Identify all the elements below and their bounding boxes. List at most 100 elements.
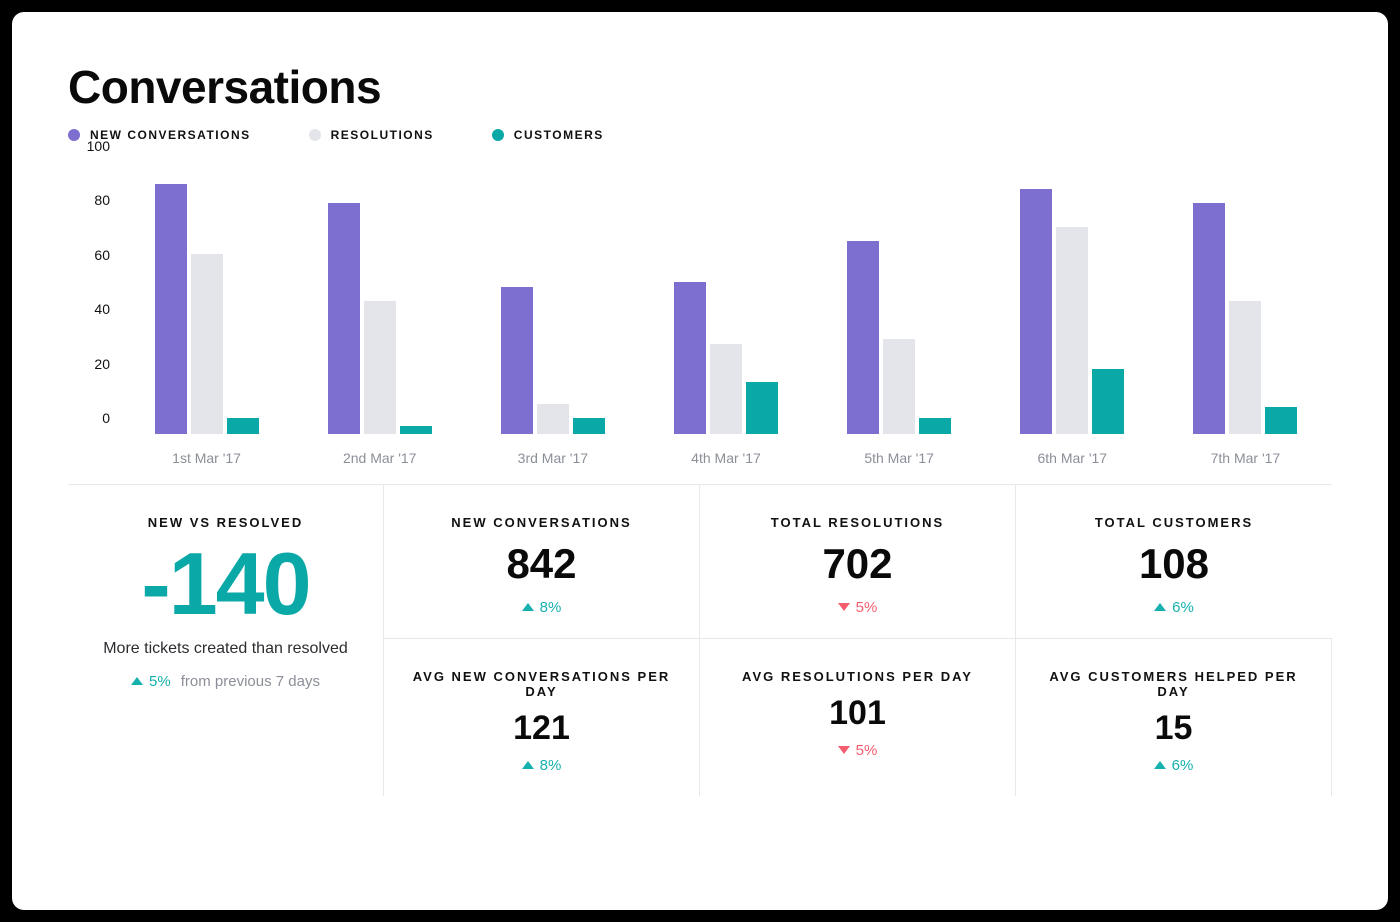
bar-customers bbox=[227, 418, 259, 434]
bar-customers bbox=[400, 426, 432, 434]
bar-customers bbox=[746, 382, 778, 434]
caret-up-icon bbox=[522, 603, 534, 611]
bar-customers bbox=[573, 418, 605, 434]
x-tick-label: 2nd Mar '17 bbox=[343, 450, 417, 466]
bar-group: 3rd Mar '17 bbox=[466, 162, 639, 434]
caret-up-icon bbox=[1154, 761, 1166, 769]
stat-card: NEW CONVERSATIONS 842 8% bbox=[384, 485, 700, 638]
caret-down-icon bbox=[838, 603, 850, 611]
bar-new_conversations bbox=[847, 241, 879, 434]
y-tick-label: 0 bbox=[102, 410, 110, 426]
legend-label: CUSTOMERS bbox=[514, 128, 604, 142]
caret-up-icon bbox=[1154, 603, 1166, 611]
bar-group: 7th Mar '17 bbox=[1159, 162, 1332, 434]
bar-new_conversations bbox=[155, 184, 187, 434]
bar-resolutions bbox=[1229, 301, 1261, 434]
stat-card: TOTAL RESOLUTIONS 702 5% bbox=[700, 485, 1016, 638]
stat-card: AVG RESOLUTIONS PER DAY 101 5% bbox=[700, 638, 1016, 796]
delta-value: 5% bbox=[149, 673, 171, 690]
legend-item: RESOLUTIONS bbox=[309, 128, 434, 142]
x-tick-label: 3rd Mar '17 bbox=[518, 450, 588, 466]
legend-swatch bbox=[492, 129, 504, 141]
bar-resolutions bbox=[364, 301, 396, 434]
bar-new_conversations bbox=[328, 203, 360, 434]
legend-label: NEW CONVERSATIONS bbox=[90, 128, 251, 142]
stat-label: TOTAL CUSTOMERS bbox=[1036, 515, 1312, 530]
legend-swatch bbox=[309, 129, 321, 141]
legend-item: CUSTOMERS bbox=[492, 128, 604, 142]
y-tick-label: 40 bbox=[94, 301, 110, 317]
stat-caption: More tickets created than resolved bbox=[88, 640, 363, 658]
bar-group: 4th Mar '17 bbox=[639, 162, 812, 434]
bar-new_conversations bbox=[674, 282, 706, 434]
stat-label: AVG CUSTOMERS HELPED PER DAY bbox=[1036, 669, 1311, 699]
bar-group: 5th Mar '17 bbox=[813, 162, 986, 434]
x-tick-label: 5th Mar '17 bbox=[864, 450, 934, 466]
delta-value: 6% bbox=[1172, 757, 1194, 774]
page-title: Conversations bbox=[68, 60, 1332, 114]
bar-new_conversations bbox=[501, 287, 533, 434]
bar-group: 2nd Mar '17 bbox=[293, 162, 466, 434]
x-tick-label: 6th Mar '17 bbox=[1037, 450, 1107, 466]
stat-delta: 8% bbox=[522, 599, 562, 616]
stat-label: TOTAL RESOLUTIONS bbox=[720, 515, 995, 530]
delta-value: 5% bbox=[856, 742, 878, 759]
bar-customers bbox=[1265, 407, 1297, 434]
bar-group: 6th Mar '17 bbox=[986, 162, 1159, 434]
stat-delta: 5% bbox=[838, 599, 878, 616]
bar-customers bbox=[1092, 369, 1124, 434]
bar-customers bbox=[919, 418, 951, 434]
x-tick-label: 4th Mar '17 bbox=[691, 450, 761, 466]
bar-new_conversations bbox=[1020, 189, 1052, 434]
stat-value: 842 bbox=[404, 540, 679, 588]
chart-plot: 1st Mar '172nd Mar '173rd Mar '174th Mar… bbox=[120, 162, 1332, 434]
stat-label: NEW CONVERSATIONS bbox=[404, 515, 679, 530]
chart-legend: NEW CONVERSATIONS RESOLUTIONS CUSTOMERS bbox=[68, 128, 1332, 142]
stat-value: 101 bbox=[720, 694, 995, 733]
bar-resolutions bbox=[710, 344, 742, 434]
delta-value: 8% bbox=[540, 599, 562, 616]
stat-label: AVG NEW CONVERSATIONS PER DAY bbox=[404, 669, 679, 699]
caret-up-icon bbox=[522, 761, 534, 769]
x-tick-label: 7th Mar '17 bbox=[1211, 450, 1281, 466]
bar-resolutions bbox=[537, 404, 569, 434]
y-tick-label: 80 bbox=[94, 192, 110, 208]
dashboard-panel: Conversations NEW CONVERSATIONS RESOLUTIO… bbox=[12, 12, 1388, 910]
y-axis: 020406080100 bbox=[68, 162, 120, 434]
delta-value: 6% bbox=[1172, 599, 1194, 616]
stat-delta: 8% bbox=[522, 757, 562, 774]
stat-card: AVG NEW CONVERSATIONS PER DAY 121 8% bbox=[384, 638, 700, 796]
legend-swatch bbox=[68, 129, 80, 141]
legend-label: RESOLUTIONS bbox=[331, 128, 434, 142]
stat-value: 702 bbox=[720, 540, 995, 588]
stat-new-vs-resolved: NEW VS RESOLVED -140 More tickets create… bbox=[68, 485, 384, 796]
stat-delta: 5% bbox=[838, 742, 878, 759]
bar-new_conversations bbox=[1193, 203, 1225, 434]
bar-group: 1st Mar '17 bbox=[120, 162, 293, 434]
stat-delta: 6% bbox=[1154, 757, 1194, 774]
bar-resolutions bbox=[883, 339, 915, 434]
delta-value: 5% bbox=[856, 599, 878, 616]
delta-suffix: from previous 7 days bbox=[181, 673, 320, 690]
bar-resolutions bbox=[191, 254, 223, 434]
x-tick-label: 1st Mar '17 bbox=[172, 450, 241, 466]
caret-up-icon bbox=[131, 677, 143, 685]
stat-label: NEW VS RESOLVED bbox=[88, 515, 363, 530]
stat-value: 15 bbox=[1036, 709, 1311, 748]
stat-delta: 5% from previous 7 days bbox=[131, 673, 320, 690]
conversations-chart: 020406080100 1st Mar '172nd Mar '173rd M… bbox=[68, 162, 1332, 474]
stat-card: AVG CUSTOMERS HELPED PER DAY 15 6% bbox=[1016, 638, 1332, 796]
caret-down-icon bbox=[838, 746, 850, 754]
bar-resolutions bbox=[1056, 227, 1088, 434]
stat-delta: 6% bbox=[1154, 599, 1194, 616]
y-tick-label: 100 bbox=[87, 138, 110, 154]
stat-card: TOTAL CUSTOMERS 108 6% bbox=[1016, 485, 1332, 638]
stat-value: -140 bbox=[88, 540, 363, 628]
delta-value: 8% bbox=[540, 757, 562, 774]
y-tick-label: 20 bbox=[94, 356, 110, 372]
stat-value: 108 bbox=[1036, 540, 1312, 588]
stat-label: AVG RESOLUTIONS PER DAY bbox=[720, 669, 995, 684]
stat-value: 121 bbox=[404, 709, 679, 748]
stats-grid: NEW VS RESOLVED -140 More tickets create… bbox=[68, 484, 1332, 796]
y-tick-label: 60 bbox=[94, 247, 110, 263]
